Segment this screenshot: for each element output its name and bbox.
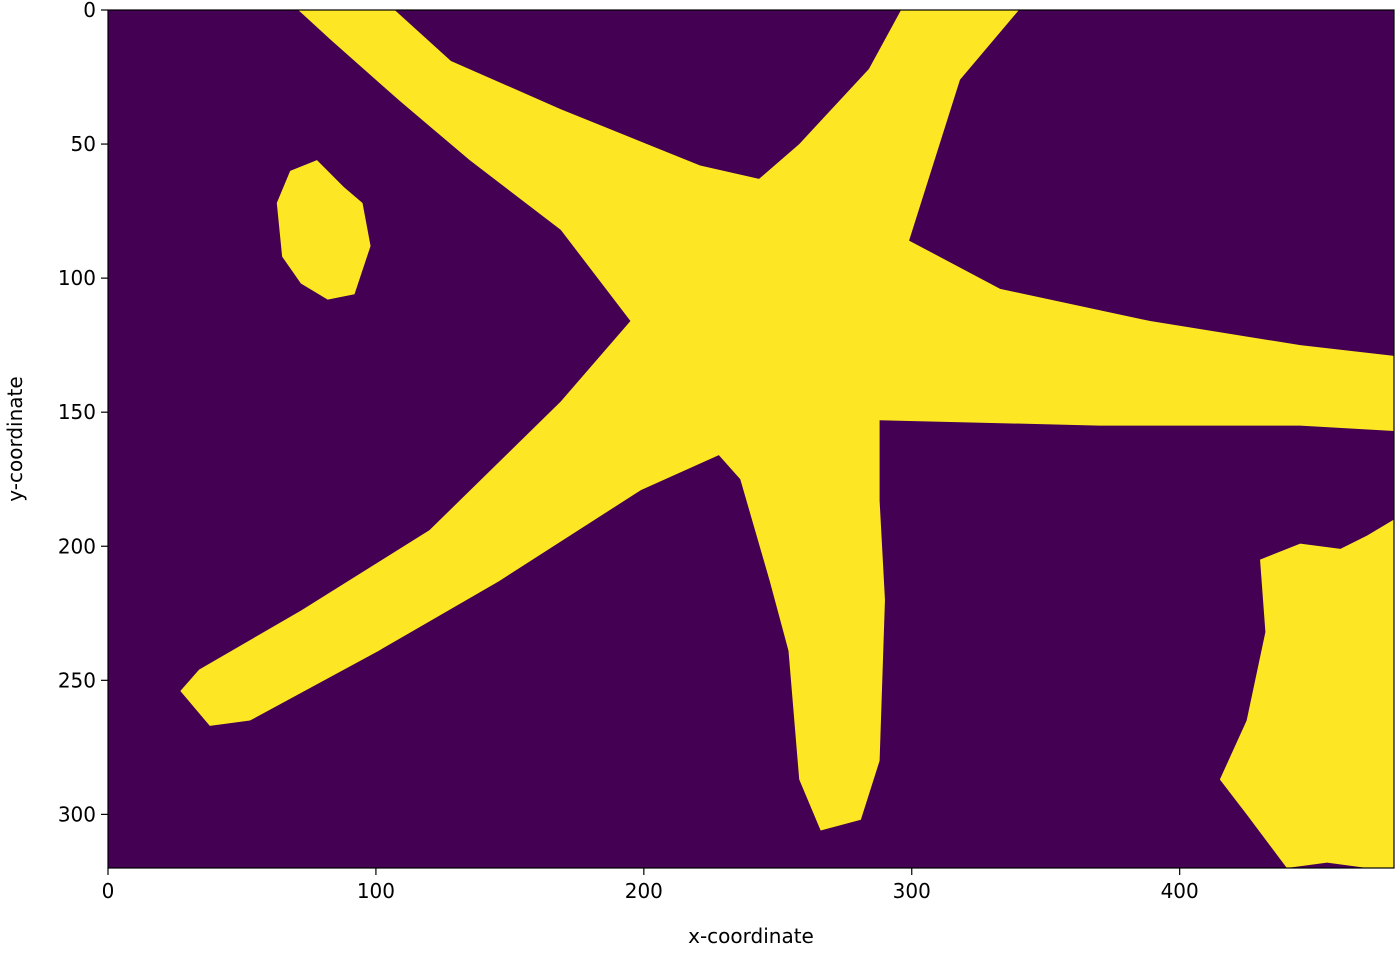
x-axis-label: x-coordinate (688, 924, 814, 948)
x-tick-label: 0 (102, 879, 115, 903)
mask-region (180, 10, 1394, 831)
y-tick-label: 50 (71, 132, 96, 156)
mask-region (1219, 519, 1394, 868)
y-tick-label: 300 (58, 802, 96, 826)
plot-frame (107, 9, 1395, 869)
x-tick-label: 100 (357, 879, 395, 903)
x-tick-label: 200 (625, 879, 663, 903)
y-tick-label: 100 (58, 266, 96, 290)
y-axis-label: y-coordinate (3, 376, 27, 501)
x-tick-label: 400 (1161, 879, 1199, 903)
y-tick-label: 200 (58, 534, 96, 558)
y-tick-label: 250 (58, 668, 96, 692)
y-tick-label: 0 (83, 0, 96, 22)
y-tick-label: 150 (58, 400, 96, 424)
x-tick-label: 300 (893, 879, 931, 903)
mask-region (276, 160, 371, 300)
